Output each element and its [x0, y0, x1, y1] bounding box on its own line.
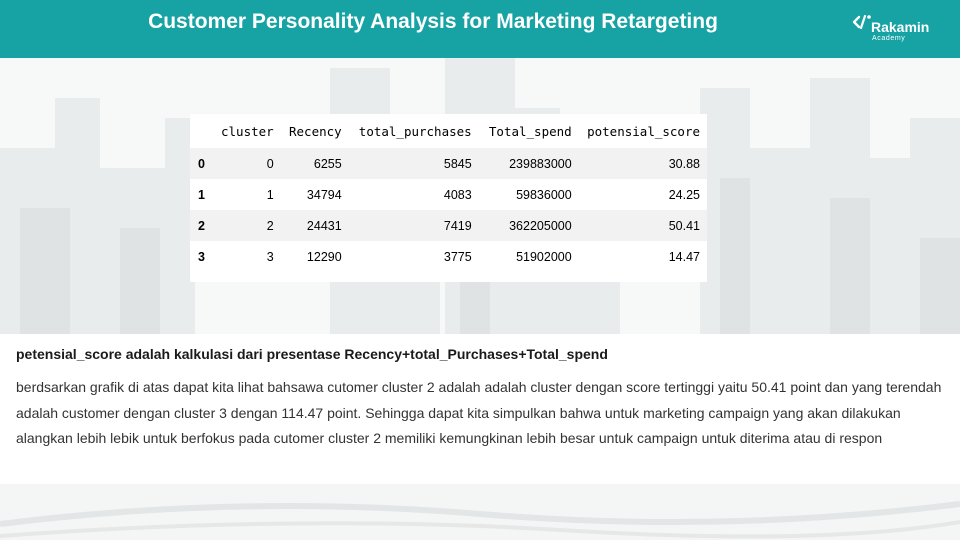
column-header-total-spend: Total_spend	[488, 123, 572, 139]
cell-potensial-score: 30.88	[668, 156, 700, 171]
cell-total-spend: 59836000	[516, 187, 572, 202]
slide-header: Customer Personality Analysis for Market…	[0, 0, 960, 58]
cell-cluster: 3	[266, 249, 274, 264]
cell-total-spend: 239883000	[509, 156, 572, 171]
logo-subtitle: Academy	[872, 35, 906, 42]
row-index: 1	[198, 187, 205, 202]
column-header-index	[190, 114, 214, 148]
road-background	[0, 484, 960, 540]
table-row: 2 2 24431 7419 362205000 50.41	[190, 210, 707, 241]
logo-name: Rakamin	[871, 19, 930, 35]
cell-recency: 34794	[306, 187, 342, 202]
cell-cluster: 2	[266, 218, 274, 233]
cell-total-purchases: 3775	[443, 249, 472, 264]
cluster-score-table: cluster Recency total_purchases Total_sp…	[190, 114, 707, 272]
cell-cluster: 1	[266, 187, 274, 202]
explanation-paragraph: berdsarkan grafik di atas dapat kita lih…	[16, 379, 942, 446]
column-header-total-purchases: total_purchases	[358, 123, 472, 139]
cell-total-spend: 51902000	[516, 249, 572, 264]
table-row: 3 3 12290 3775 51902000 14.47	[190, 241, 707, 272]
code-bracket-icon	[852, 14, 871, 30]
slide-title: Customer Personality Analysis for Market…	[148, 10, 718, 33]
explanation-panel	[0, 334, 960, 484]
cell-recency: 12290	[306, 249, 342, 264]
cell-total-spend: 362205000	[509, 218, 572, 233]
table-header-row: cluster Recency total_purchases Total_sp…	[190, 114, 707, 148]
cell-potensial-score: 50.41	[668, 218, 700, 233]
rakamin-logo: Rakamin Academy	[852, 12, 948, 46]
row-index: 2	[198, 218, 205, 233]
table-row: 1 1 34794 4083 59836000 24.25	[190, 179, 707, 210]
row-index: 0	[198, 156, 205, 171]
cell-potensial-score: 14.47	[668, 249, 700, 264]
dataframe-panel: cluster Recency total_purchases Total_sp…	[190, 114, 707, 282]
cell-cluster: 0	[266, 156, 274, 171]
cell-total-purchases: 5845	[443, 156, 472, 171]
column-header-potensial-score: potensial_score	[587, 123, 700, 139]
column-header-cluster: cluster	[221, 123, 274, 139]
table-row: 0 0 6255 5845 239883000 30.88	[190, 148, 707, 179]
cell-total-purchases: 4083	[443, 187, 472, 202]
cell-total-purchases: 7419	[443, 218, 472, 233]
cell-recency: 6255	[313, 156, 342, 171]
cell-recency: 24431	[306, 218, 342, 233]
row-index: 3	[198, 249, 205, 264]
column-header-recency: Recency	[289, 123, 342, 139]
cell-potensial-score: 24.25	[668, 187, 700, 202]
note-title: petensial_score adalah kalkulasi dari pr…	[16, 346, 608, 362]
